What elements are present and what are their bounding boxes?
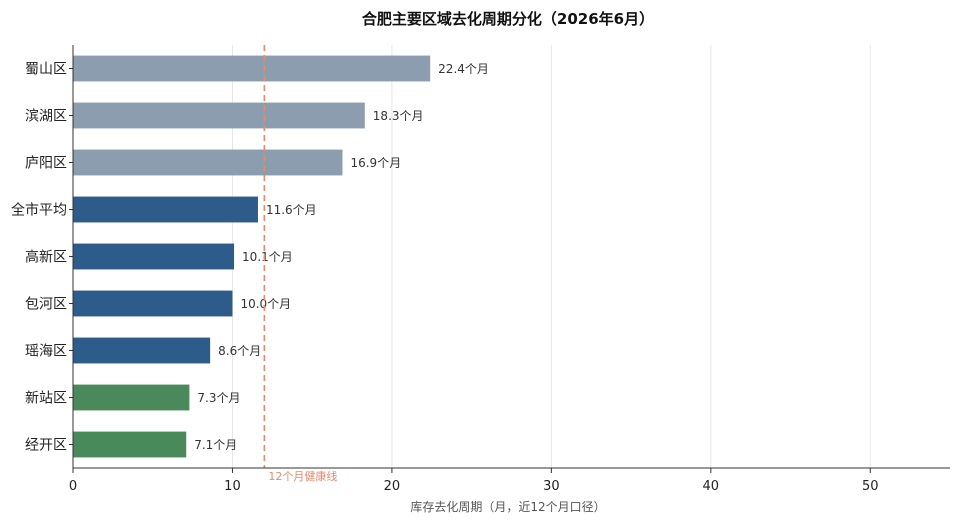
bar bbox=[73, 337, 211, 364]
bar-value-label: 7.1个月 bbox=[194, 438, 237, 452]
grid-lines bbox=[231, 45, 871, 468]
y-tick-label: 瑶海区 bbox=[25, 344, 67, 360]
bar-value-label: 8.6个月 bbox=[218, 344, 261, 358]
chart-title: 合肥主要区域去化周期分化（2026年6月） bbox=[361, 10, 654, 28]
bar bbox=[73, 55, 431, 82]
y-tick-label: 新站区 bbox=[25, 391, 67, 407]
x-tick-label: 40 bbox=[703, 479, 720, 494]
bar-value-label: 10.0个月 bbox=[240, 297, 291, 311]
bar-value-label: 7.3个月 bbox=[197, 391, 240, 405]
y-tick-label: 蜀山区 bbox=[25, 62, 67, 78]
bar bbox=[73, 102, 365, 129]
reference-line-group: 12个月健康线 bbox=[263, 45, 337, 483]
bar-value-label: 11.6个月 bbox=[266, 203, 317, 217]
bar bbox=[73, 290, 233, 317]
y-tick-label: 全市平均 bbox=[11, 202, 67, 219]
y-tick-label: 包河区 bbox=[25, 297, 67, 313]
x-tick-label: 0 bbox=[69, 479, 77, 494]
y-tick-label: 经开区 bbox=[25, 438, 67, 454]
x-tick-label: 20 bbox=[384, 479, 401, 494]
bar-value-label: 10.1个月 bbox=[242, 250, 293, 264]
bar-value-label: 16.9个月 bbox=[350, 156, 401, 170]
x-tick-label: 50 bbox=[862, 479, 879, 494]
bar-value-label: 22.4个月 bbox=[438, 62, 489, 76]
bar bbox=[73, 384, 190, 411]
bar bbox=[73, 243, 235, 270]
bars-group: 22.4个月 18.3个月 16.9个月 11.6个月 10.1个月 10.0个月 8.6个… bbox=[73, 55, 489, 458]
x-tick-label: 10 bbox=[224, 479, 241, 494]
bar-value-label: 18.3个月 bbox=[373, 109, 424, 123]
y-tick-label: 庐阳区 bbox=[25, 156, 67, 172]
x-tick-label: 30 bbox=[543, 479, 560, 494]
y-tick-label: 滨湖区 bbox=[25, 109, 67, 125]
bar bbox=[73, 149, 343, 176]
reference-line-label: 12个月健康线 bbox=[268, 469, 337, 483]
bar bbox=[73, 196, 258, 223]
bar bbox=[73, 431, 187, 458]
y-tick-label: 高新区 bbox=[25, 249, 67, 266]
x-axis-label: 库存去化周期（月，近12个月口径） bbox=[410, 499, 605, 514]
